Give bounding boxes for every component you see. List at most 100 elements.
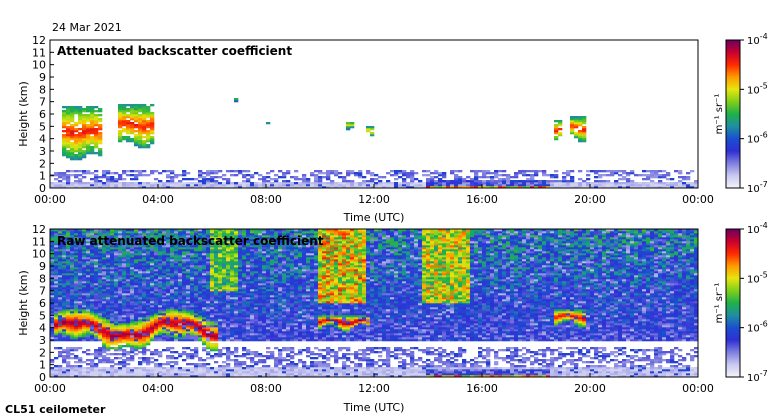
heatmap-cell: [74, 154, 79, 157]
heatmap-cell: [526, 170, 531, 173]
heatmap-cell: [178, 184, 183, 187]
heatmap-cell: [174, 337, 179, 340]
heatmap-cell: [142, 241, 147, 244]
heatmap-cell: [170, 239, 175, 242]
heatmap-cell: [214, 255, 219, 258]
heatmap-cell: [222, 337, 227, 340]
heatmap-cell: [118, 257, 123, 260]
heatmap-cell: [318, 184, 323, 187]
heatmap-cell: [202, 182, 207, 185]
heatmap-cell: [106, 349, 111, 352]
heatmap-cell: [650, 172, 655, 175]
heatmap-cell: [170, 351, 175, 354]
heatmap-cell: [202, 321, 207, 324]
heatmap-cell: [146, 186, 151, 189]
heatmap-cell: [86, 279, 91, 282]
heatmap-cell: [182, 319, 187, 322]
heatmap-cell: [210, 371, 215, 374]
heatmap-cell: [202, 176, 207, 179]
heatmap-cell: [110, 251, 115, 254]
heatmap-cell: [114, 327, 119, 330]
heatmap-cell: [130, 369, 135, 372]
heatmap-cell: [78, 277, 83, 280]
heatmap-cell: [142, 269, 147, 272]
heatmap-cell: [150, 281, 155, 284]
heatmap-cell: [126, 186, 131, 189]
heatmap-cell: [582, 184, 587, 187]
heatmap-cell: [210, 349, 215, 352]
heatmap-cell: [202, 359, 207, 362]
heatmap-cell: [206, 257, 211, 260]
heatmap-cell: [102, 273, 107, 276]
heatmap-cell: [406, 174, 411, 177]
heatmap-cell: [86, 285, 91, 288]
heatmap-cell: [178, 247, 183, 250]
heatmap-cell: [98, 301, 103, 304]
heatmap-cell: [146, 138, 151, 141]
heatmap-cell: [130, 319, 135, 322]
heatmap-cell: [122, 281, 127, 284]
heatmap-cell: [602, 180, 607, 183]
heatmap-cell: [74, 251, 79, 254]
heatmap-cell: [146, 317, 151, 320]
heatmap-cell: [142, 375, 147, 378]
heatmap-cell: [238, 337, 243, 340]
heatmap-cell: [58, 303, 63, 306]
heatmap-cell: [514, 186, 519, 189]
heatmap-cell: [118, 259, 123, 262]
heatmap-cell: [74, 339, 79, 342]
heatmap-cell: [170, 182, 175, 185]
heatmap-cell: [162, 231, 167, 234]
heatmap-cell: [218, 337, 223, 340]
heatmap-cell: [670, 182, 675, 185]
heatmap-cell: [182, 353, 187, 356]
heatmap-cell: [94, 291, 99, 294]
heatmap-cell: [182, 285, 187, 288]
heatmap-cell: [62, 373, 67, 376]
heatmap-cell: [102, 339, 107, 342]
heatmap-cell: [178, 279, 183, 282]
heatmap-cell: [114, 293, 119, 296]
heatmap-cell: [234, 373, 239, 376]
heatmap-cell: [170, 170, 175, 173]
heatmap-cell: [54, 265, 59, 268]
heatmap-cell: [110, 309, 115, 312]
heatmap-cell: [110, 263, 115, 266]
heatmap-cell: [50, 317, 55, 320]
heatmap-cell: [642, 182, 647, 185]
heatmap-cell: [110, 281, 115, 284]
heatmap-cell: [658, 184, 663, 187]
heatmap-cell: [294, 186, 299, 189]
heatmap-cell: [78, 231, 83, 234]
heatmap-cell: [614, 186, 619, 189]
heatmap-cell: [182, 373, 187, 376]
heatmap-cell: [178, 325, 183, 328]
heatmap-cell: [106, 353, 111, 356]
heatmap-cell: [134, 279, 139, 282]
heatmap-cell: [78, 136, 83, 139]
heatmap-cell: [70, 170, 75, 173]
heatmap-cell: [142, 347, 147, 350]
heatmap-cell: [674, 186, 679, 189]
heatmap-cell: [198, 315, 203, 318]
heatmap-cell: [74, 144, 79, 147]
heatmap-cell: [154, 353, 159, 356]
heatmap-cell: [202, 325, 207, 328]
heatmap-cell: [154, 245, 159, 248]
heatmap-cell: [214, 275, 219, 278]
heatmap-cell: [50, 281, 55, 284]
heatmap-cell: [102, 279, 107, 282]
heatmap-cell: [102, 351, 107, 354]
heatmap-cell: [82, 108, 87, 111]
heatmap-cell: [142, 277, 147, 280]
heatmap-cell: [70, 295, 75, 298]
heatmap-cell: [282, 174, 287, 177]
heatmap-cell: [118, 247, 123, 250]
heatmap-cell: [66, 329, 71, 332]
heatmap-cell: [118, 299, 123, 302]
heatmap-cell: [206, 251, 211, 254]
heatmap-cell: [198, 231, 203, 234]
heatmap-cell: [138, 126, 143, 129]
heatmap-cell: [114, 249, 119, 252]
heatmap-cell: [410, 170, 415, 173]
